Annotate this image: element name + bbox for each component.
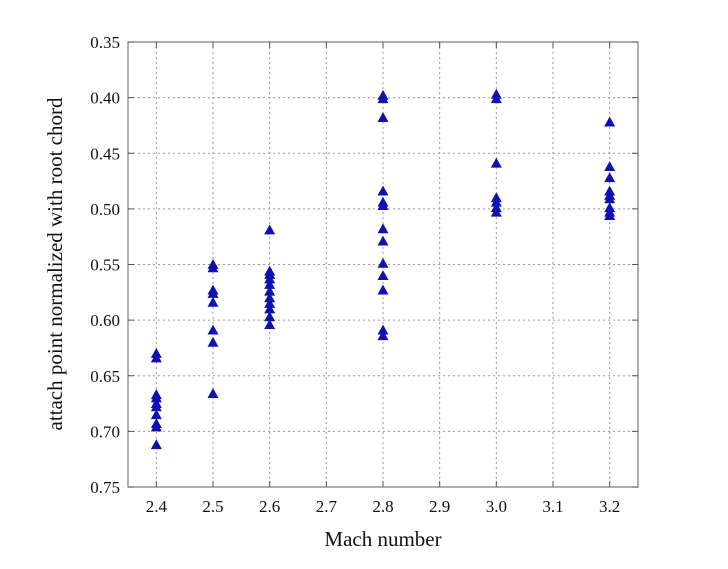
data-point <box>264 273 276 284</box>
data-point <box>150 352 162 363</box>
y-tick-label: 0.40 <box>90 89 120 108</box>
y-tick-label: 0.60 <box>90 311 120 330</box>
data-points <box>150 88 616 450</box>
data-point <box>264 279 276 289</box>
data-point <box>377 324 389 335</box>
data-point <box>604 161 616 171</box>
data-point <box>377 270 389 281</box>
ticks <box>128 41 638 488</box>
y-tick-label: 0.50 <box>90 200 120 219</box>
data-point <box>207 262 219 273</box>
data-point <box>490 196 502 207</box>
data-point <box>264 292 276 303</box>
x-tick-label: 2.6 <box>259 497 280 516</box>
data-point <box>604 210 616 220</box>
data-point <box>604 172 616 183</box>
y-tick-label: 0.65 <box>90 367 120 386</box>
y-tick-label: 0.35 <box>90 33 120 52</box>
data-point <box>604 116 616 127</box>
x-tick-label: 3.2 <box>599 497 620 516</box>
data-point <box>377 330 389 341</box>
x-tick-label: 2.9 <box>429 497 450 516</box>
y-tick-label: 0.45 <box>90 144 120 163</box>
x-tick-label: 2.4 <box>146 497 168 516</box>
y-axis-title: attach point normalized with root chord <box>43 97 67 430</box>
x-tick-label: 2.8 <box>372 497 393 516</box>
x-tick-label: 3.1 <box>542 497 563 516</box>
x-tick-label: 2.7 <box>316 497 338 516</box>
data-point <box>150 439 162 450</box>
data-point <box>150 409 162 420</box>
data-point <box>264 285 276 296</box>
data-point <box>207 324 219 335</box>
y-tick-label: 0.55 <box>90 256 120 275</box>
data-point <box>150 392 162 403</box>
data-point <box>264 303 276 314</box>
data-point <box>377 223 389 234</box>
data-point <box>264 297 276 308</box>
data-point <box>377 112 389 123</box>
data-point <box>377 235 389 246</box>
data-point <box>377 185 389 196</box>
x-tick-label: 2.5 <box>202 497 223 516</box>
data-point <box>150 401 162 412</box>
data-point <box>490 206 502 217</box>
x-tick-label: 3.0 <box>486 497 507 516</box>
y-tick-labels: 0.35 0.40 0.45 0.50 0.55 0.60 0.65 0.70 0.75 <box>90 33 120 497</box>
data-point <box>207 388 219 398</box>
data-point <box>490 93 502 104</box>
y-tick-label: 0.75 <box>90 478 120 497</box>
x-tick-labels: 2.4 2.5 2.6 2.7 2.8 2.9 3.0 3.1 3.2 <box>146 497 621 516</box>
x-axis-title: Mach number <box>324 527 441 551</box>
data-point <box>377 284 389 295</box>
data-point <box>207 336 219 347</box>
data-point <box>377 257 389 268</box>
data-point <box>377 200 389 210</box>
data-point <box>604 193 616 204</box>
data-point <box>264 319 276 329</box>
data-point <box>207 296 219 307</box>
data-point <box>490 157 502 168</box>
data-point <box>150 421 162 432</box>
y-tick-label: 0.70 <box>90 422 120 441</box>
data-point <box>264 224 276 235</box>
data-point <box>207 287 219 298</box>
data-point <box>377 93 389 104</box>
data-point <box>264 311 276 322</box>
